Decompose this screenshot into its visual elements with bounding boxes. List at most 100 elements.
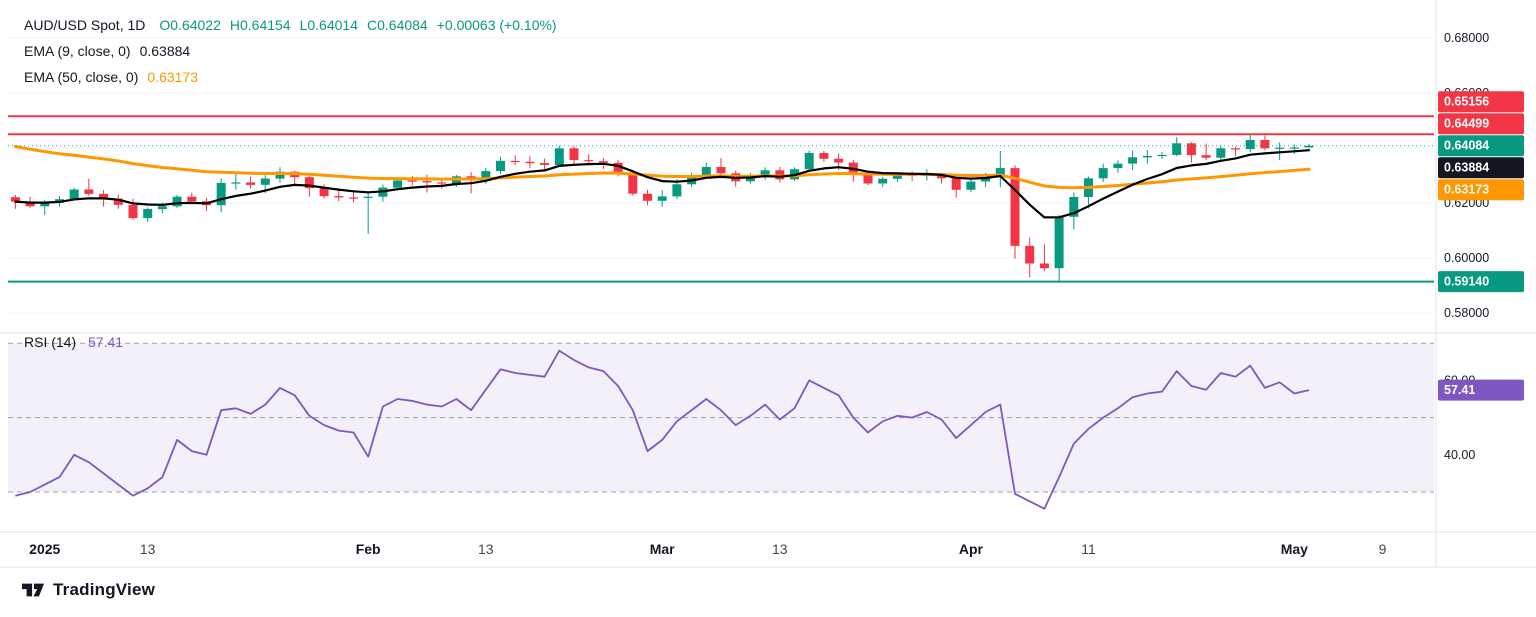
tradingview-logo-text[interactable]: TradingView bbox=[53, 580, 156, 599]
ema9-value: 0.63884 bbox=[139, 43, 191, 59]
candle-body bbox=[834, 158, 844, 163]
candle-body bbox=[878, 178, 888, 184]
ema50-value: 0.63173 bbox=[147, 69, 198, 85]
ema9-row: EMA (9, close, 0) 0.63884 bbox=[24, 38, 557, 64]
rsi-tick: 40.00 bbox=[1444, 448, 1475, 462]
ohlc-open: O0.64022 bbox=[159, 17, 221, 33]
rsi-label[interactable]: RSI (14) bbox=[24, 334, 77, 350]
ohlc-low: L0.64014 bbox=[299, 17, 358, 33]
candle-body bbox=[584, 160, 594, 162]
candle-body bbox=[1025, 245, 1035, 264]
footer: TradingView bbox=[20, 579, 155, 601]
candle-body bbox=[1069, 197, 1079, 217]
symbol-title[interactable]: AUD/USD Spot, 1D bbox=[24, 17, 146, 33]
resistance-1-badge bbox=[1438, 91, 1524, 113]
candle-body bbox=[275, 171, 285, 179]
dividers bbox=[0, 0, 1536, 568]
candle-body bbox=[598, 161, 608, 163]
time-tick: Feb bbox=[356, 541, 381, 557]
candle-body bbox=[99, 193, 109, 199]
candle-body bbox=[1054, 216, 1064, 269]
candle-body bbox=[128, 204, 138, 219]
candle-body bbox=[25, 201, 35, 207]
candle-body bbox=[113, 198, 123, 205]
candle-body bbox=[1128, 157, 1138, 164]
candle-body bbox=[40, 202, 50, 207]
rsi-legend: RSI (14) 57.41 bbox=[24, 334, 123, 350]
candle-body bbox=[745, 176, 755, 182]
grid bbox=[8, 37, 1434, 314]
candles[interactable] bbox=[10, 135, 1314, 282]
candle-body bbox=[1039, 263, 1049, 269]
ema50-row: EMA (50, close, 0) 0.63173 bbox=[24, 64, 557, 90]
candle-body bbox=[525, 161, 535, 164]
rsi-value: 57.41 bbox=[88, 334, 124, 350]
candle-body bbox=[819, 153, 829, 159]
rsi-line[interactable] bbox=[15, 349, 1310, 510]
candle-body bbox=[540, 163, 550, 165]
candle-body bbox=[10, 197, 20, 202]
symbol-row: AUD/USD Spot, 1D O0.64022 H0.64154 L0.64… bbox=[24, 12, 557, 38]
candle-body bbox=[1172, 143, 1182, 155]
candle-body bbox=[1216, 148, 1226, 158]
ema9-line[interactable] bbox=[14, 149, 1311, 219]
candle-body bbox=[613, 162, 623, 174]
ohlc-change: +0.00063 (+0.10%) bbox=[436, 17, 557, 33]
candle-body bbox=[187, 196, 197, 202]
candle-body bbox=[1157, 154, 1167, 157]
rsi-badge bbox=[1438, 379, 1524, 401]
price-axis[interactable]: 0.680000.660000.640000.620000.600000.580… bbox=[1438, 31, 1524, 320]
candle-body bbox=[804, 153, 814, 170]
price-tick: 0.58000 bbox=[1444, 306, 1489, 320]
time-tick: Mar bbox=[650, 541, 675, 557]
time-tick: 2025 bbox=[29, 541, 60, 557]
candle-body bbox=[937, 174, 946, 179]
candle-body bbox=[496, 160, 505, 172]
price-tick: 0.68000 bbox=[1444, 31, 1489, 45]
candle-body bbox=[1260, 140, 1270, 149]
candle-body bbox=[569, 148, 579, 161]
candle-body bbox=[1186, 143, 1196, 156]
candle-body bbox=[760, 170, 770, 177]
candle-body bbox=[672, 184, 682, 197]
candle-body bbox=[1245, 140, 1255, 150]
candle-body bbox=[1098, 168, 1108, 179]
candle-body bbox=[157, 206, 167, 210]
candle-body bbox=[995, 168, 1005, 176]
candle-body bbox=[437, 182, 447, 184]
candle-body bbox=[304, 177, 314, 189]
last-price-badge bbox=[1438, 135, 1524, 157]
time-axis[interactable]: 2025 13 Feb 13 Mar 13 Apr 11 May 9 bbox=[29, 541, 1386, 557]
resistance-2-badge-text: 0.64499 bbox=[1444, 117, 1489, 131]
candle-body bbox=[966, 181, 976, 190]
ema50-line[interactable] bbox=[13, 145, 1311, 190]
candle-body bbox=[628, 173, 638, 194]
ema50-label[interactable]: EMA (50, close, 0) bbox=[24, 69, 139, 85]
symbol-legend: AUD/USD Spot, 1D O0.64022 H0.64154 L0.64… bbox=[24, 12, 557, 90]
ema50-badge-text: 0.63173 bbox=[1444, 183, 1489, 197]
candle-body bbox=[481, 171, 491, 181]
candle-body bbox=[84, 189, 94, 194]
ohlc-high: H0.64154 bbox=[229, 17, 291, 33]
candle-body bbox=[1010, 168, 1020, 246]
support-1-badge bbox=[1438, 271, 1524, 293]
resistance-2-badge bbox=[1438, 113, 1524, 135]
resistance-1-badge-text: 0.65156 bbox=[1444, 95, 1489, 109]
candle-body bbox=[1275, 147, 1285, 149]
candle-body bbox=[260, 178, 270, 185]
ohlc-close: C0.64084 bbox=[367, 17, 428, 33]
candle-body bbox=[1231, 148, 1240, 150]
candle-body bbox=[334, 196, 344, 198]
time-tick: 13 bbox=[772, 541, 788, 557]
time-tick: May bbox=[1281, 541, 1308, 557]
candle-body bbox=[319, 188, 329, 197]
candle-body bbox=[1113, 163, 1123, 169]
last-price-badge-text: 0.64084 bbox=[1444, 139, 1489, 153]
ema9-label[interactable]: EMA (9, close, 0) bbox=[24, 43, 131, 59]
candle-body bbox=[216, 182, 226, 206]
candle-body bbox=[892, 174, 902, 179]
tradingview-logo-icon[interactable] bbox=[20, 579, 46, 601]
